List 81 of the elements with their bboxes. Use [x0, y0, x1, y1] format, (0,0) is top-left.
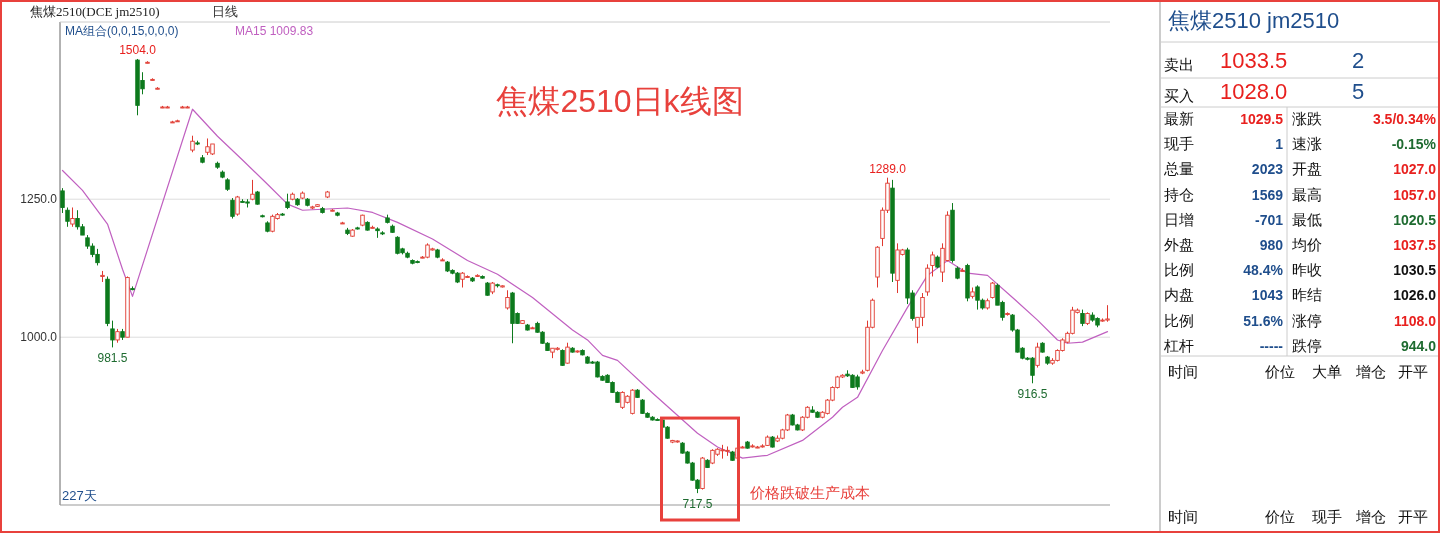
text: 跌停 — [1292, 336, 1322, 354]
text: 均价 — [1291, 236, 1322, 253]
annotation: 717.5 — [682, 497, 713, 512]
text: 焦煤2510 jm2510 — [1168, 8, 1340, 33]
text: 杠杆 — [1163, 336, 1194, 354]
text: 2023 — [1251, 161, 1284, 178]
candlestick — [925, 263, 930, 297]
annotation: MA组合(0,0,15,0,0,0) — [65, 24, 179, 38]
text: 1037.5 — [1393, 237, 1437, 253]
text: 开平 — [1398, 508, 1428, 525]
text: 1108.0 — [1393, 312, 1437, 329]
text: 日线 — [212, 4, 238, 19]
text: 增仓 — [1355, 508, 1386, 525]
text: 1028.0 — [1220, 79, 1288, 104]
text: 速涨 — [1292, 135, 1322, 153]
text: 开盘 — [1292, 160, 1322, 178]
text: 现手 — [1164, 135, 1194, 153]
candlestick — [565, 342, 570, 365]
text: 外盘 — [1164, 236, 1194, 253]
annotation: 1289.0 — [869, 161, 907, 176]
text: 最新 — [1164, 110, 1194, 127]
text: ----- — [1259, 337, 1284, 354]
candlestick — [65, 206, 70, 228]
text: 昨结 — [1292, 286, 1322, 304]
text: 3.5/0.34% — [1372, 111, 1437, 127]
text: 总量 — [1163, 160, 1194, 178]
y-tick-label: 1250.0 — [20, 192, 58, 207]
text: 980 — [1259, 237, 1284, 253]
text: 时间 — [1168, 508, 1198, 525]
text: 内盘 — [1164, 286, 1194, 304]
text: 日增 — [1164, 210, 1194, 228]
annotation: 981.5 — [97, 351, 128, 366]
text: MA15 1009.83 — [235, 24, 314, 38]
text: 51.6% — [1243, 312, 1284, 329]
annotation: 227天 — [62, 488, 97, 503]
text: 开平 — [1398, 363, 1428, 380]
text: 焦煤2510日k线图 — [496, 83, 744, 119]
text: 1027.0 — [1393, 161, 1437, 178]
text: 时间 — [1168, 363, 1198, 380]
annotation: 价格跌破生产成本 — [748, 484, 870, 501]
text: 1 — [1275, 136, 1284, 153]
text: 现手 — [1312, 508, 1342, 525]
text: -0.15% — [1391, 136, 1437, 153]
annotation: 916.5 — [1017, 387, 1048, 402]
text: 1043 — [1251, 287, 1284, 304]
text: 1029.5 — [1240, 111, 1284, 127]
text: 2 — [1351, 48, 1365, 73]
text: 1026.0 — [1393, 287, 1437, 304]
text: 比例 — [1164, 261, 1194, 279]
candlestick — [60, 187, 65, 214]
text: -701 — [1254, 211, 1284, 228]
text: 昨收 — [1292, 261, 1322, 279]
text: 1020.5 — [1393, 211, 1437, 228]
candlestick — [70, 206, 75, 228]
candlestick — [505, 289, 510, 311]
candlestick — [230, 197, 235, 220]
text: 增仓 — [1355, 363, 1386, 380]
text: 5 — [1351, 79, 1365, 104]
candlestick — [110, 320, 115, 348]
candlestick — [930, 251, 935, 277]
text: 比例 — [1164, 311, 1194, 329]
y-tick-label: 1000.0 — [20, 330, 58, 345]
text: 最低 — [1292, 210, 1322, 228]
candlestick — [1035, 342, 1040, 369]
text: 买入 — [1164, 87, 1194, 104]
text: 48.4% — [1243, 262, 1284, 279]
chart-subtitle: 焦煤2510(DCE jm2510) — [30, 4, 160, 19]
text: 1030.5 — [1393, 262, 1437, 279]
text: 涨跌 — [1292, 110, 1322, 127]
text: 944.0 — [1400, 337, 1437, 354]
text: 持仓 — [1164, 185, 1194, 203]
text: 卖出 — [1164, 56, 1194, 73]
text: 1057.0 — [1393, 186, 1437, 203]
text: 大单 — [1312, 363, 1342, 380]
text: 1033.5 — [1220, 48, 1288, 73]
text: 最高 — [1292, 185, 1322, 203]
text: 价位 — [1264, 363, 1295, 380]
annotation: 1504.0 — [119, 42, 157, 57]
text: 涨停 — [1292, 311, 1322, 329]
text: 1569 — [1251, 186, 1284, 203]
text: 价位 — [1264, 508, 1295, 525]
